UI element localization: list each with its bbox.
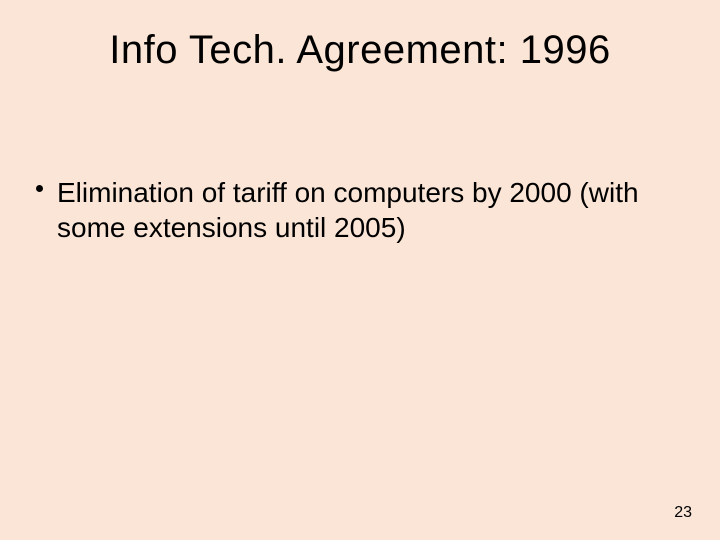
bullet-list: Elimination of tariff on computers by 20… — [36, 175, 680, 245]
bullet-marker-icon — [36, 185, 43, 192]
page-number: 23 — [674, 504, 692, 522]
slide-title: Info Tech. Agreement: 1996 — [0, 28, 720, 73]
bullet-item: Elimination of tariff on computers by 20… — [36, 175, 680, 245]
slide: Info Tech. Agreement: 1996 Elimination o… — [0, 0, 720, 540]
bullet-text: Elimination of tariff on computers by 20… — [57, 175, 680, 245]
